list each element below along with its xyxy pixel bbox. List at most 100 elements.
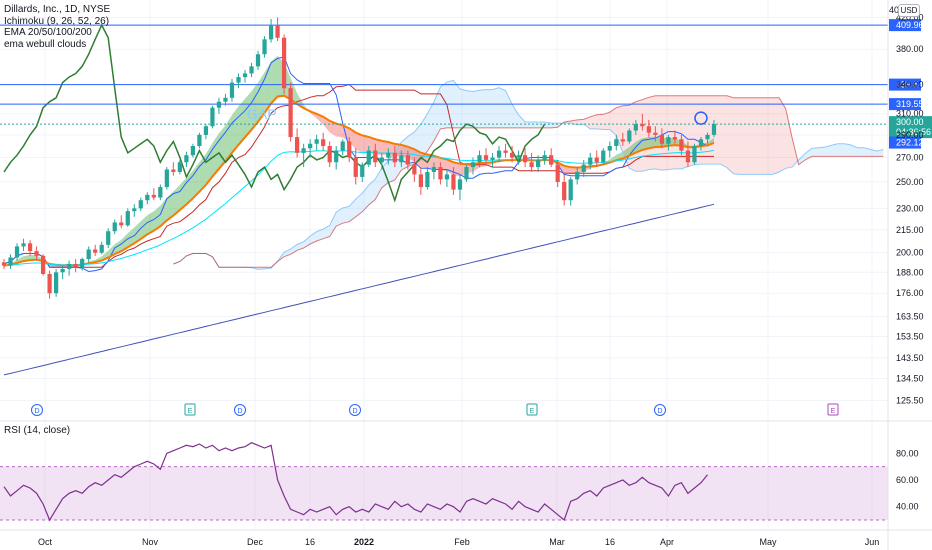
legend-symbol[interactable]: Dillards, Inc., 1D, NYSE xyxy=(4,4,111,15)
candle-body xyxy=(216,101,222,108)
candle-body xyxy=(594,157,599,163)
ema-cloud-segment xyxy=(381,140,389,156)
indicator-lines xyxy=(3,23,884,376)
candle-body xyxy=(509,152,515,158)
ichimoku-cloud-segment xyxy=(740,97,747,175)
ema-cloud-segment xyxy=(564,165,571,175)
candle-body xyxy=(490,157,495,160)
ema-cloud-segment xyxy=(368,136,376,155)
candle-body xyxy=(386,152,391,158)
earnings-marker xyxy=(526,403,538,416)
rsi-band xyxy=(0,466,888,520)
earnings-marker xyxy=(827,403,839,416)
ema-cloud-segment xyxy=(218,125,226,169)
candle-body xyxy=(516,155,521,158)
candle-body xyxy=(334,150,339,163)
ichimoku-cloud-segment xyxy=(499,87,506,128)
candle-body xyxy=(184,155,189,163)
rsi-legend[interactable]: RSI (14, close) xyxy=(4,425,71,436)
candle-body xyxy=(145,194,150,201)
ichimoku-cloud-segment xyxy=(486,89,493,128)
ichimoku-cloud-segment xyxy=(525,122,532,128)
candle-body xyxy=(588,157,593,165)
price-tick: 310.00 xyxy=(896,109,924,119)
legend-ichimoku[interactable]: Ichimoku (9, 26, 52, 26) xyxy=(4,15,110,27)
current-price-tag xyxy=(889,116,932,139)
gap-label: GAP xyxy=(247,106,277,122)
price-tick: 340.00 xyxy=(896,79,924,89)
candle-body xyxy=(672,137,678,140)
level-label: 319.55 xyxy=(896,99,924,109)
ichimoku-cloud-segment xyxy=(798,153,806,165)
candle-body xyxy=(314,139,319,144)
time-tick: Feb xyxy=(454,537,470,547)
ichimoku-cloud-segment xyxy=(505,90,513,128)
ema-cloud-segment xyxy=(166,191,174,221)
candle-body xyxy=(14,246,20,258)
candle-body xyxy=(555,164,560,182)
candle-body xyxy=(8,257,13,266)
gap-annotation: GAP xyxy=(247,106,277,122)
price-tick: 230.00 xyxy=(896,203,924,213)
candle-body xyxy=(138,200,143,209)
candle-body xyxy=(633,124,638,131)
candle-body xyxy=(366,150,371,165)
ichimoku-cloud-segment xyxy=(290,244,298,255)
ichimoku-cloud-segment xyxy=(831,143,838,157)
candle-body xyxy=(229,82,235,98)
candle-body xyxy=(679,139,684,151)
candle-body xyxy=(171,169,176,172)
candle-body xyxy=(470,162,476,168)
legend-ema[interactable]: EMA 20/50/100/200 xyxy=(4,27,92,38)
candle-body xyxy=(301,148,306,153)
ema-cloud-segment xyxy=(186,170,193,205)
candle-body xyxy=(125,211,130,226)
ichimoku-cloud-segment xyxy=(310,231,317,245)
ichimoku-cloud-segment xyxy=(394,142,402,181)
candle-body xyxy=(27,243,33,252)
highlight-circle xyxy=(694,111,708,125)
ema-cloud-segment xyxy=(245,91,252,138)
ichimoku-cloud-segment xyxy=(759,97,767,175)
ichimoku-cloud-segment xyxy=(479,89,487,128)
candle-body xyxy=(542,155,547,160)
candle-body xyxy=(203,126,209,135)
ichimoku-cloud-segment xyxy=(420,113,428,160)
ichimoku-cloud-segment xyxy=(414,124,421,165)
legend-clouds[interactable]: ema webull clouds xyxy=(4,38,87,50)
ichimoku-cloud-segment xyxy=(342,206,350,224)
candle-body xyxy=(60,268,65,273)
ema-cloud-segment xyxy=(238,98,246,145)
price-tick: 143.50 xyxy=(896,353,924,363)
candle-body xyxy=(522,155,528,163)
candle-body xyxy=(562,181,567,201)
ichimoku-cloud-segment xyxy=(655,95,662,171)
ichimoku-cloud-segment xyxy=(459,88,467,128)
ichimoku-cloud-segment xyxy=(472,90,480,128)
candle-body xyxy=(67,263,72,269)
candle-body xyxy=(1,262,7,266)
earnings-marker xyxy=(184,403,196,416)
time-tick: 16 xyxy=(605,537,615,547)
currency-button[interactable]: USD xyxy=(898,4,920,17)
ichimoku-cloud-segment xyxy=(596,114,604,130)
ema-cloud-segment xyxy=(114,239,122,255)
candle-body xyxy=(236,77,241,83)
candle-body xyxy=(451,174,456,190)
time-axis: Oct Nov Dec 16 2022 Feb Mar 16 Apr May Jun xyxy=(38,537,879,547)
time-tick: 16 xyxy=(305,537,315,547)
time-tick: Mar xyxy=(549,537,565,547)
ichimoku-cloud-segment xyxy=(583,116,591,129)
ichimoku-cloud-segment xyxy=(733,97,741,175)
ichimoku-cloud-segment xyxy=(824,145,832,157)
price-tick: 290.00 xyxy=(896,130,924,140)
marker-label: D xyxy=(34,408,39,415)
ichimoku-cloud-segment xyxy=(512,104,519,128)
ema-cloud-segment xyxy=(629,141,636,156)
candle-body xyxy=(210,107,215,127)
marker-label: E xyxy=(831,408,836,415)
ema-cloud-segment xyxy=(310,111,317,119)
lagging-span-line xyxy=(3,23,546,203)
